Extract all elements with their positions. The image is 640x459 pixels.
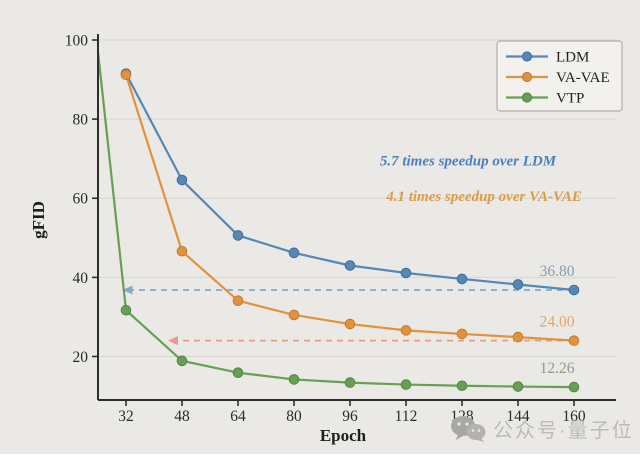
series-marker-ldm	[456, 273, 468, 285]
y-axis-label: gFID	[29, 201, 48, 239]
series-marker-va-vae	[400, 325, 412, 336]
y-tick-label-40: 40	[73, 270, 89, 287]
series-marker-vtp	[344, 377, 356, 388]
annotation-1: 5.7 times speedup over LDM	[380, 154, 557, 170]
series-marker-va-vae	[568, 335, 580, 346]
y-tick-label-100: 100	[65, 33, 89, 50]
x-tick-label-144: 144	[506, 408, 530, 425]
series-marker-vtp	[288, 374, 300, 385]
series-marker-va-vae	[512, 331, 524, 343]
series-marker-ldm	[288, 247, 300, 259]
series-marker-ldm	[512, 279, 524, 290]
end-value-label-va-vae: 24.00	[540, 314, 575, 331]
series-marker-va-vae	[288, 309, 300, 321]
legend-label-va-vae: VA-VAE	[556, 70, 610, 86]
series-line-vtp	[96, 51, 575, 389]
x-tick-label-64: 64	[230, 408, 246, 425]
series-marker-ldm	[568, 284, 580, 296]
legend-marker-ldm	[521, 51, 533, 62]
legend-label-ldm: LDM	[556, 50, 589, 66]
series-marker-ldm	[400, 267, 412, 279]
series-marker-vtp	[120, 304, 132, 316]
x-tick-label-112: 112	[395, 408, 418, 425]
x-tick-label-80: 80	[286, 408, 302, 425]
series-marker-va-vae	[176, 245, 188, 257]
series-marker-vtp	[512, 381, 524, 392]
series-marker-ldm	[176, 174, 188, 186]
end-value-label-vtp: 12.26	[540, 360, 575, 377]
legend-marker-vtp	[521, 92, 533, 103]
reference-arrowhead-36.8	[122, 285, 133, 295]
series-marker-va-vae	[232, 295, 244, 307]
series-marker-ldm	[232, 230, 244, 241]
x-tick-label-96: 96	[342, 408, 358, 425]
x-axis-label: Epoch	[320, 426, 367, 445]
end-value-label-ldm: 36.80	[540, 263, 575, 280]
y-tick-label-60: 60	[73, 191, 89, 208]
y-tick-label-20: 20	[73, 349, 89, 366]
legend-label-vtp: VTP	[556, 91, 584, 107]
annotation-2: 4.1 times speedup over VA-VAE	[385, 189, 582, 205]
x-tick-label-48: 48	[174, 408, 190, 425]
legend-marker-va-vae	[521, 71, 533, 83]
series-marker-vtp	[176, 355, 188, 367]
series-marker-va-vae	[344, 318, 356, 330]
series-marker-va-vae	[456, 328, 468, 340]
series-marker-vtp	[232, 367, 244, 379]
y-tick-label-80: 80	[73, 112, 89, 129]
x-tick-label-128: 128	[450, 408, 474, 425]
series-marker-ldm	[344, 260, 356, 271]
series-marker-vtp	[400, 379, 412, 390]
series-marker-vtp	[568, 381, 580, 393]
reference-arrowhead-24	[168, 336, 178, 346]
series-marker-vtp	[456, 380, 468, 392]
x-tick-label-32: 32	[118, 408, 134, 425]
series-marker-va-vae	[120, 69, 132, 81]
x-tick-label-160: 160	[562, 408, 586, 425]
